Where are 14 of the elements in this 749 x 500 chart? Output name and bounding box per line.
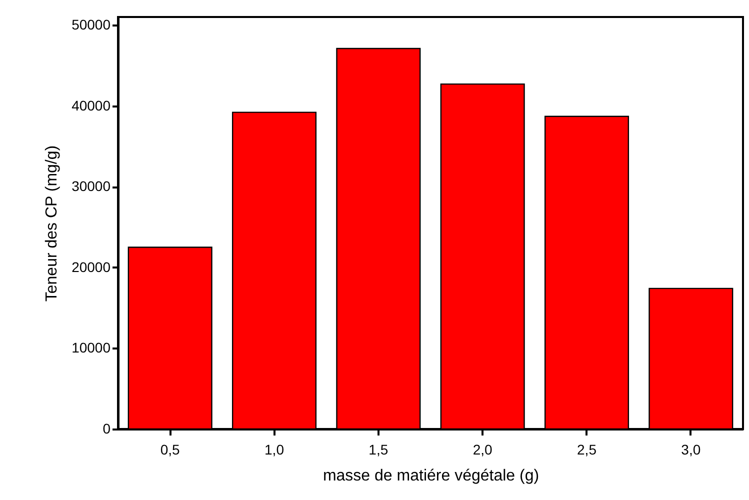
x-tick-label: 3,0 (681, 442, 701, 458)
x-tick-label: 2,0 (472, 442, 493, 458)
y-tick-label: 0 (102, 420, 111, 436)
y-tick-label: 50000 (72, 16, 111, 33)
y-axis-title: Teneur des CP (mg/g) (44, 145, 61, 302)
x-axis-title: masse de matiére végétale (g) (322, 468, 540, 484)
x-tick-label: 0,5 (160, 442, 180, 458)
y-tick-label: 20000 (72, 258, 111, 275)
x-tick-label: 2,5 (577, 442, 597, 458)
y-tick-label: 30000 (72, 178, 111, 194)
y-tick-label: 10000 (72, 340, 111, 356)
x-tick-label: 1,0 (264, 442, 284, 458)
y-tick-label: 40000 (72, 97, 111, 114)
x-tick-label: 1,5 (368, 442, 388, 458)
